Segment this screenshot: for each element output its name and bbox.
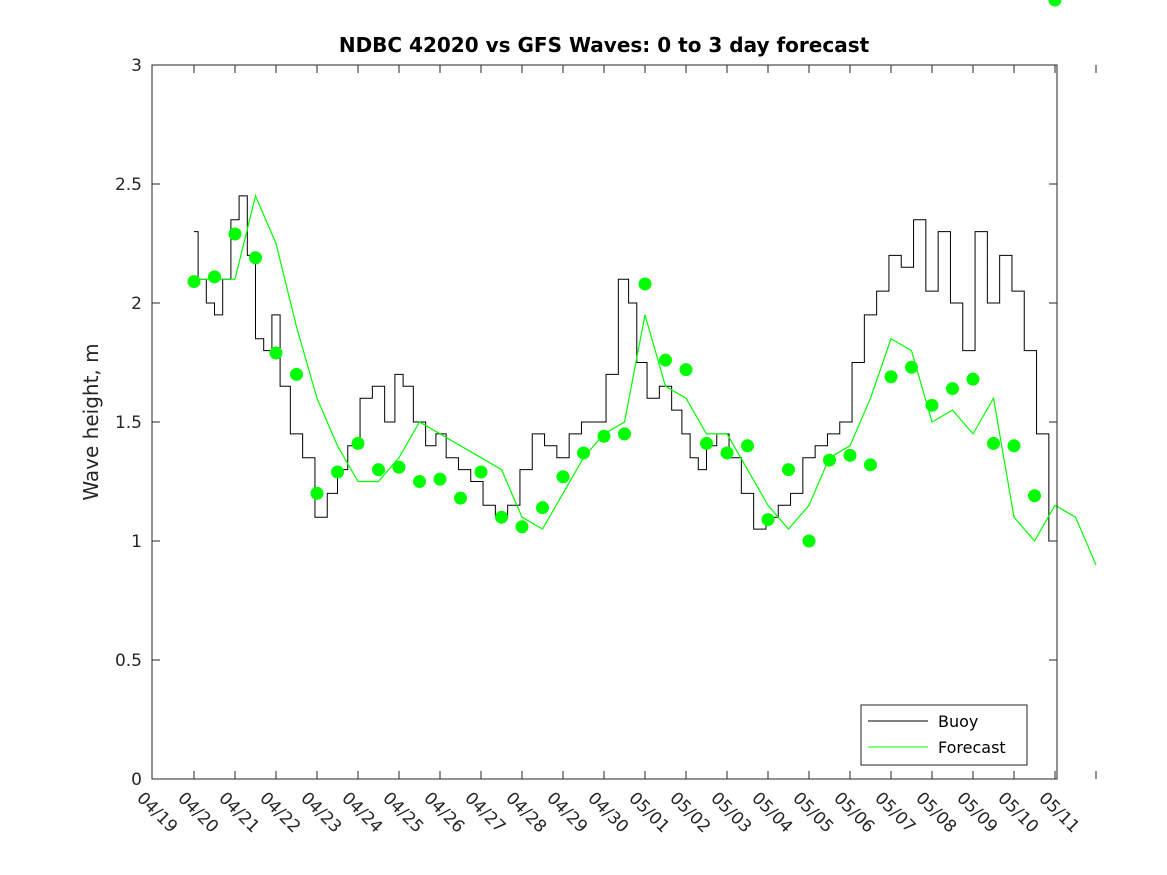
legend: Buoy Forecast [860, 704, 1028, 766]
legend-forecast-label: Forecast [938, 738, 1006, 757]
forecast-point [228, 227, 242, 241]
forecast-point [269, 346, 283, 360]
series-layer [194, 194, 1097, 566]
forecast-point [823, 453, 836, 467]
y-tick-label: 1 [131, 532, 142, 552]
forecast-point [290, 367, 303, 381]
forecast-point [577, 446, 590, 460]
legend-box [860, 704, 1028, 766]
forecast-point [720, 446, 734, 460]
y-axis: 0 0.5 1 1.5 2 2.5 3 [115, 56, 1057, 790]
forecast-point [597, 429, 611, 443]
points-layer [187, 0, 1062, 548]
forecast-point [515, 520, 529, 534]
forecast-point [310, 486, 324, 500]
forecast-point [208, 270, 221, 284]
forecast-point [925, 398, 939, 412]
forecast-point [741, 439, 754, 453]
legend-buoy-label: Buoy [938, 712, 978, 731]
forecast-point [782, 463, 795, 477]
forecast-point [679, 363, 693, 377]
chart-title: NDBC 42020 vs GFS Waves: 0 to 3 day fore… [339, 33, 870, 57]
forecast-point [864, 458, 877, 472]
forecast-point [700, 436, 713, 450]
forecast-point [761, 513, 775, 527]
forecast-point [351, 436, 365, 450]
forecast-point [946, 382, 959, 396]
y-tick-label: 2.5 [115, 175, 142, 195]
forecast-point [966, 372, 980, 386]
forecast-point [331, 465, 344, 479]
forecast-point [249, 251, 262, 265]
forecast-point [474, 465, 488, 479]
forecast-point [536, 501, 549, 515]
forecast-point [495, 510, 508, 524]
y-tick-label: 2 [131, 294, 142, 314]
forecast-point [187, 275, 201, 289]
y-tick-label: 0.5 [115, 651, 142, 671]
series-buoy-line [194, 195, 1055, 542]
forecast-point [454, 491, 467, 505]
forecast-point [987, 436, 1000, 450]
forecast-point [843, 448, 857, 462]
forecast-point [618, 427, 631, 441]
forecast-point [392, 460, 406, 474]
forecast-point [905, 360, 918, 374]
forecast-point [372, 463, 385, 477]
y-tick-label: 3 [131, 56, 142, 76]
forecast-point [1007, 439, 1021, 453]
y-tick-label: 0 [131, 770, 142, 790]
forecast-point [433, 472, 447, 486]
forecast-point [556, 470, 570, 484]
y-tick-label: 1.5 [115, 413, 142, 433]
forecast-point [802, 534, 816, 548]
forecast-point [1028, 489, 1041, 503]
forecast-point [1048, 0, 1062, 7]
series-forecast-line [194, 194, 1097, 566]
forecast-point [884, 370, 898, 384]
forecast-point [638, 277, 652, 291]
forecast-point [413, 475, 426, 488]
forecast-point [659, 353, 672, 367]
y-axis-label: Wave height, m [79, 343, 103, 500]
